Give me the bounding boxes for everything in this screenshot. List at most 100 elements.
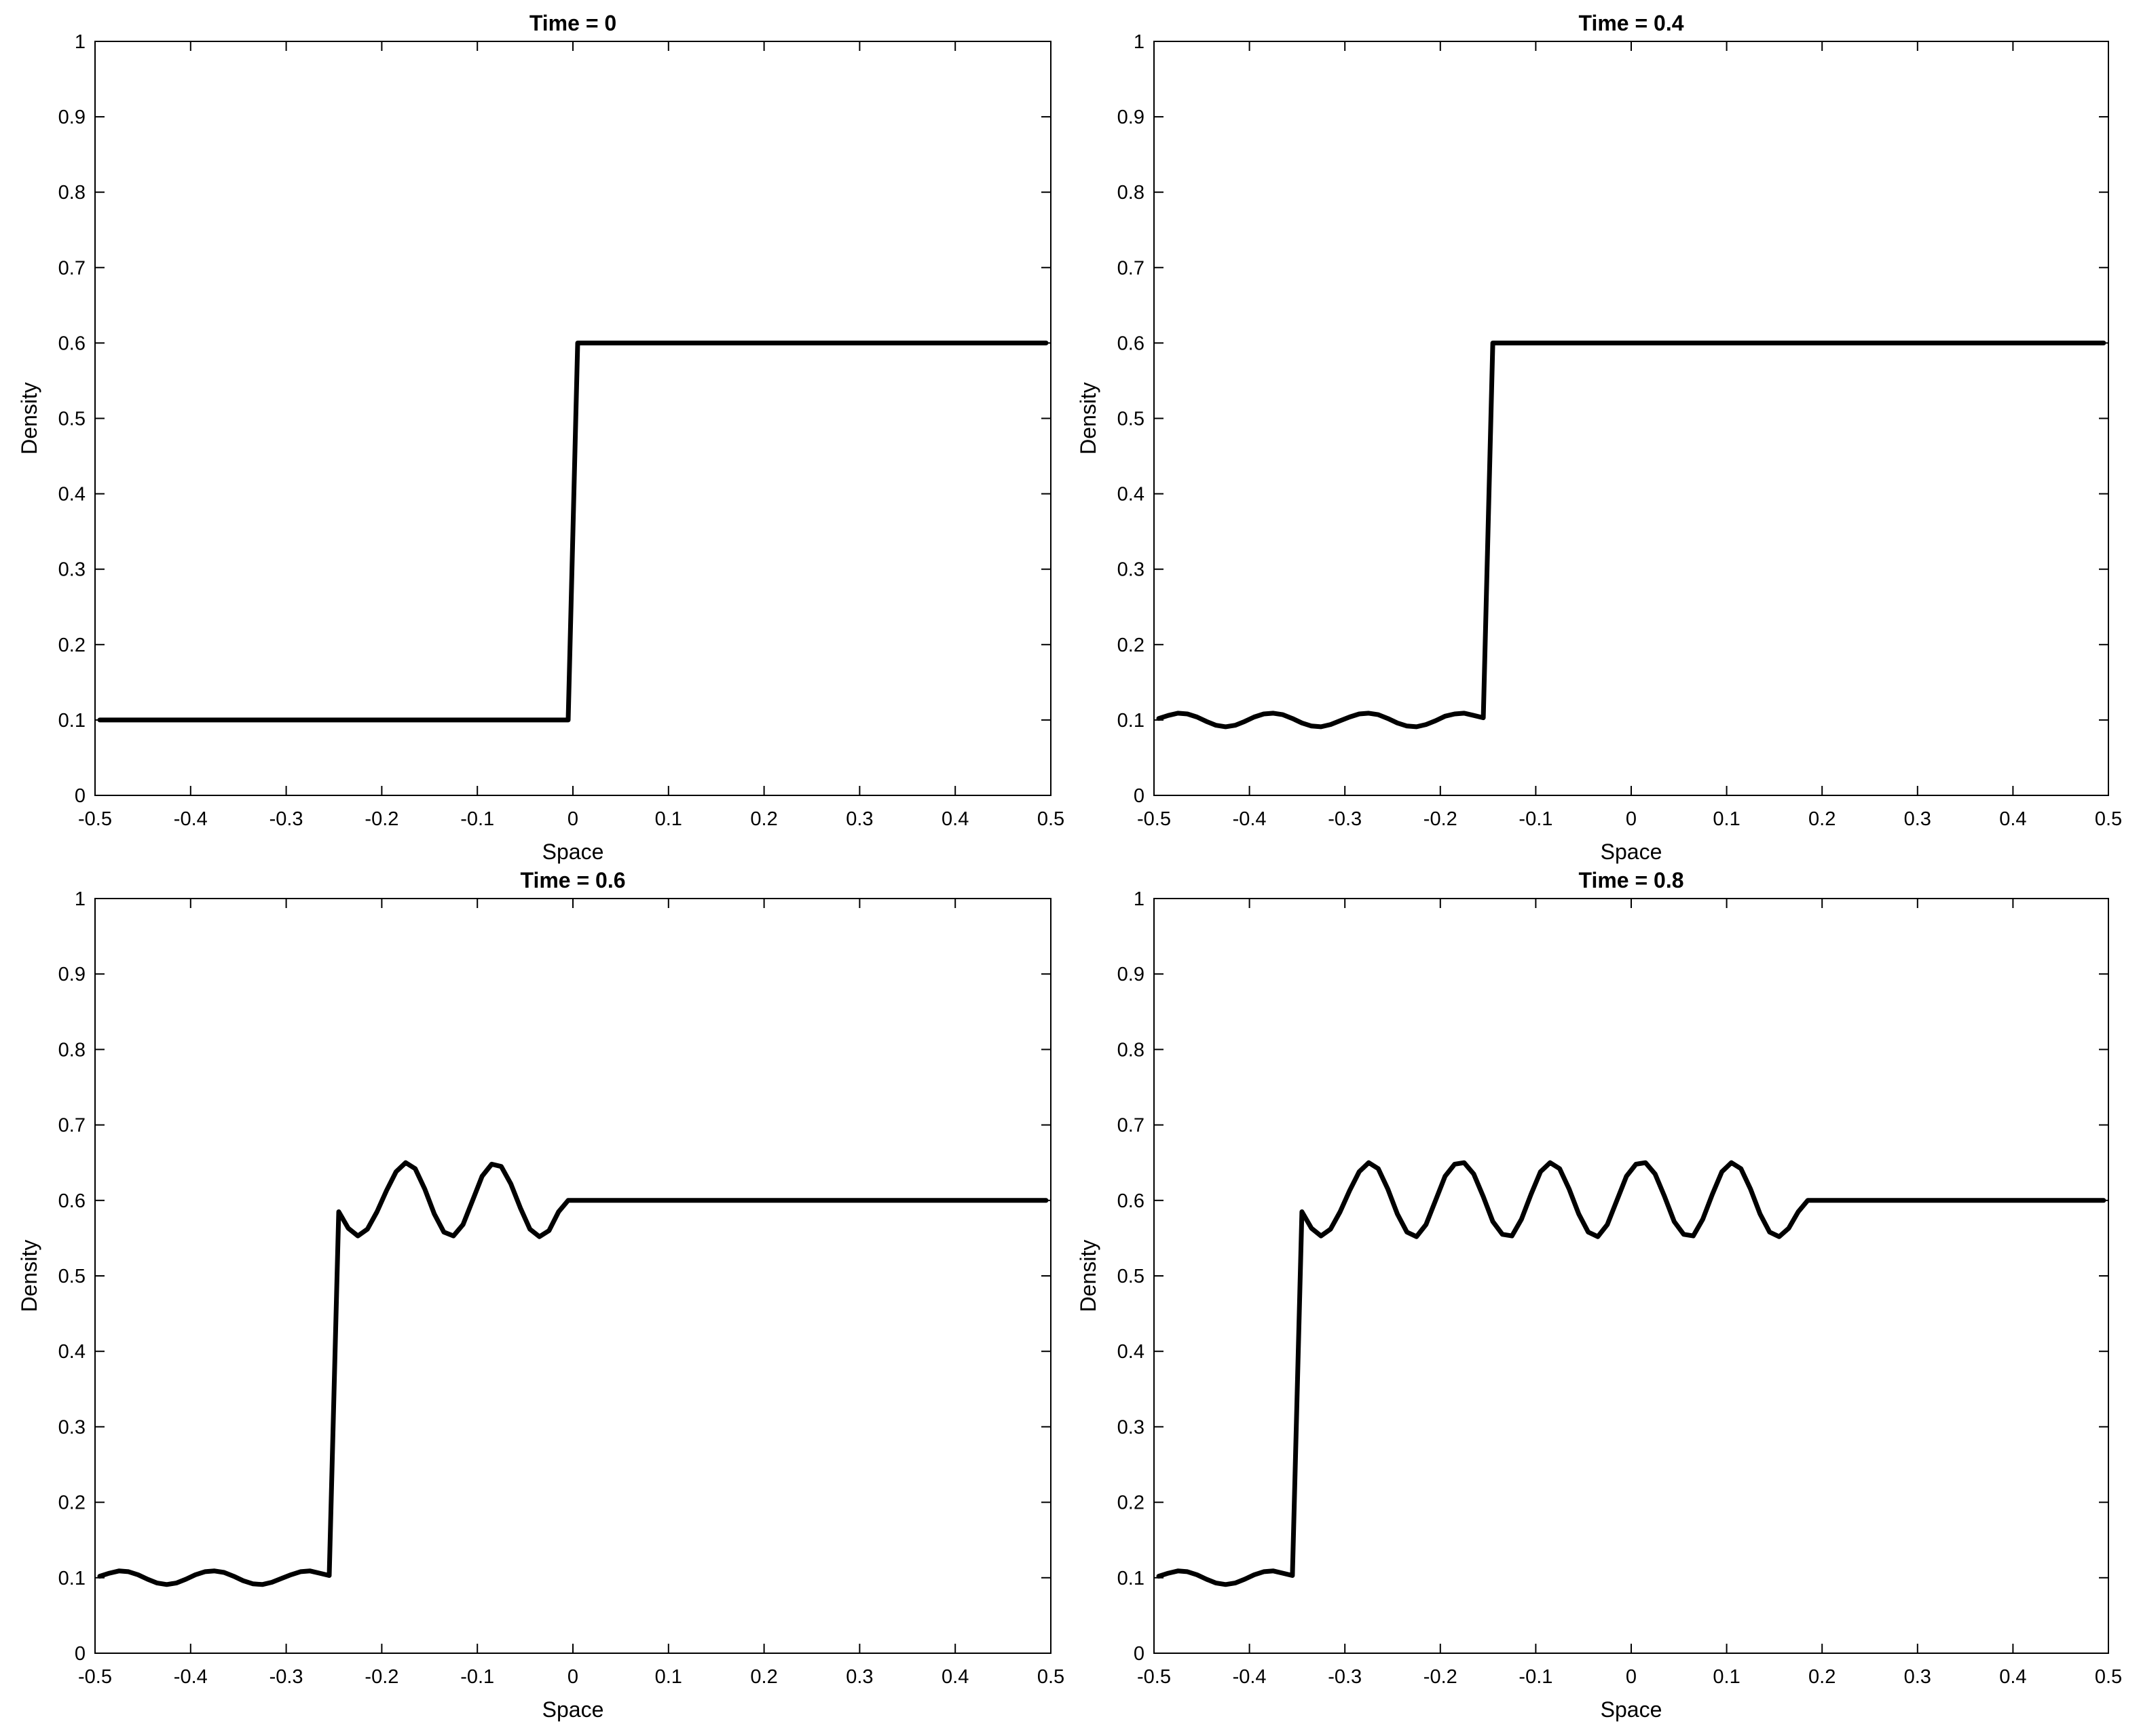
x-tick-label: 0.4 xyxy=(942,1666,969,1688)
subplot-1: -0.5 -0.4 -0.3 -0.2 -0.1 0 0.1 0.2 0.3 0.4 0.5 0 0.1… xyxy=(17,11,1064,864)
x-tick-label: 0.2 xyxy=(1808,1666,1836,1688)
x-tick-label: -0.4 xyxy=(1233,808,1267,830)
x-tick-label: -0.4 xyxy=(174,808,208,830)
y-tick-label: 0.4 xyxy=(58,484,86,506)
y-tick-label: 0.2 xyxy=(58,635,86,656)
y-tick-label: 1 xyxy=(1134,31,1144,53)
x-tick-label: 0.1 xyxy=(655,1666,682,1688)
x-tick-label: -0.3 xyxy=(269,1666,303,1688)
x-tick-label: -0.2 xyxy=(1423,1666,1457,1688)
subplot-2: -0.5 -0.4 -0.3 -0.2 -0.1 0 0.1 0.2 0.3 0.4 0.5 0 0.1… xyxy=(1076,11,2122,864)
x-tick-label: 0.5 xyxy=(2095,1666,2122,1688)
y-tick-label: 0.2 xyxy=(1117,635,1144,656)
x-tick-label: -0.4 xyxy=(174,1666,208,1688)
x-tick-label: -0.3 xyxy=(1328,1666,1362,1688)
x-tick-label: -0.2 xyxy=(365,808,398,830)
y-tick-label: 0.3 xyxy=(1117,559,1144,581)
x-tick-label: -0.5 xyxy=(1137,808,1171,830)
x-tick-label: -0.2 xyxy=(1423,808,1457,830)
y-tick-label: 0.6 xyxy=(58,333,86,354)
x-tick-label: 0.3 xyxy=(1904,1666,1931,1688)
subplot-4: -0.5 -0.4 -0.3 -0.2 -0.1 0 0.1 0.2 0.3 0.4 0.5 0 0.1… xyxy=(1076,868,2122,1722)
y-tick-label: 0.2 xyxy=(1117,1492,1144,1514)
x-tick-label: 0.2 xyxy=(750,808,777,830)
x-tick-label: 0 xyxy=(567,1666,578,1688)
y-tick-label: 0 xyxy=(75,1643,86,1665)
density-line-series-1 xyxy=(1156,340,2106,730)
x-tick-label: 0.5 xyxy=(1037,808,1064,830)
y-tick-label: 1 xyxy=(75,888,86,910)
x-tick-label: -0.2 xyxy=(365,1666,398,1688)
density-line-series-1 xyxy=(97,1160,1049,1587)
axes-box xyxy=(94,898,1051,1654)
y-tick-label: 0.8 xyxy=(58,1039,86,1061)
y-tick-label: 0.8 xyxy=(58,182,86,204)
x-tick-label: -0.1 xyxy=(1519,808,1552,830)
y-tick-label: 0.9 xyxy=(58,107,86,128)
x-tick-label: 0.1 xyxy=(655,808,682,830)
y-tick-label: 0.5 xyxy=(1117,409,1144,430)
y-tick-label: 0.9 xyxy=(1117,964,1144,985)
y-tick-label: 0 xyxy=(1134,785,1144,807)
y-tick-label: 0.3 xyxy=(1117,1416,1144,1438)
y-tick-label: 0.7 xyxy=(1117,257,1144,279)
y-tick-label: 0.6 xyxy=(1117,1190,1144,1212)
x-tick-label: 0.4 xyxy=(942,808,969,830)
x-tick-label: -0.5 xyxy=(1137,1666,1171,1688)
y-axis-label: Density xyxy=(1076,1240,1100,1313)
x-axis-label: Space xyxy=(1601,839,1662,864)
x-tick-label: 0.5 xyxy=(2095,808,2122,830)
y-tick-label: 0.4 xyxy=(1117,484,1144,506)
y-tick-label: 0.9 xyxy=(58,964,86,985)
y-tick-label: 0.1 xyxy=(58,1568,86,1589)
x-tick-label: 0.1 xyxy=(1713,808,1740,830)
y-tick-label: 0 xyxy=(75,785,86,807)
y-tick-label: 1 xyxy=(1134,888,1144,910)
y-tick-label: 0.9 xyxy=(1117,107,1144,128)
x-tick-label: 0 xyxy=(567,808,578,830)
chart-title: Time = 0.8 xyxy=(1578,868,1683,892)
x-tick-label: 0 xyxy=(1626,1666,1637,1688)
x-tick-label: -0.5 xyxy=(78,808,112,830)
chart-title: Time = 0 xyxy=(529,11,616,35)
x-tick-label: 0.3 xyxy=(1904,808,1931,830)
y-tick-label: 0.5 xyxy=(1117,1266,1144,1287)
y-axis-label: Density xyxy=(1076,382,1100,455)
chart-title: Time = 0.4 xyxy=(1578,11,1683,35)
y-tick-label: 0 xyxy=(1134,1643,1144,1665)
y-tick-label: 1 xyxy=(75,31,86,53)
x-tick-label: -0.5 xyxy=(78,1666,112,1688)
y-tick-label: 0.7 xyxy=(1117,1115,1144,1137)
y-tick-label: 0.1 xyxy=(58,710,86,732)
y-tick-label: 0.3 xyxy=(58,559,86,581)
axes-box xyxy=(1153,41,2109,796)
y-tick-label: 0.7 xyxy=(58,1115,86,1137)
axes-box xyxy=(1153,898,2109,1654)
x-tick-label: -0.3 xyxy=(269,808,303,830)
x-axis-label: Space xyxy=(542,839,604,864)
density-line-series-1 xyxy=(97,340,1049,723)
x-tick-label: -0.3 xyxy=(1328,808,1362,830)
y-tick-label: 0.8 xyxy=(1117,182,1144,204)
y-tick-label: 0.1 xyxy=(1117,710,1144,732)
y-tick-label: 0.6 xyxy=(58,1190,86,1212)
x-tick-label: 0.4 xyxy=(1999,808,2026,830)
y-tick-label: 0.5 xyxy=(58,409,86,430)
y-tick-label: 0.6 xyxy=(1117,333,1144,354)
x-tick-label: 0 xyxy=(1626,808,1637,830)
x-axis-label: Space xyxy=(542,1697,604,1722)
chart-title: Time = 0.6 xyxy=(520,868,625,892)
y-tick-label: 0.5 xyxy=(58,1266,86,1287)
x-tick-label: -0.4 xyxy=(1233,1666,1267,1688)
x-tick-label: 0.1 xyxy=(1713,1666,1740,1688)
x-tick-label: -0.1 xyxy=(460,1666,494,1688)
x-axis-label: Space xyxy=(1601,1697,1662,1722)
x-tick-label: 0.4 xyxy=(1999,1666,2026,1688)
y-tick-label: 0.7 xyxy=(58,257,86,279)
x-tick-label: 0.2 xyxy=(1808,808,1836,830)
x-tick-label: -0.1 xyxy=(460,808,494,830)
x-tick-label: -0.1 xyxy=(1519,1666,1552,1688)
subplot-3: -0.5 -0.4 -0.3 -0.2 -0.1 0 0.1 0.2 0.3 0.4 0.5 0 0.1… xyxy=(17,868,1064,1722)
density-line-series-1 xyxy=(1156,1160,2106,1587)
y-tick-label: 0.4 xyxy=(58,1341,86,1363)
